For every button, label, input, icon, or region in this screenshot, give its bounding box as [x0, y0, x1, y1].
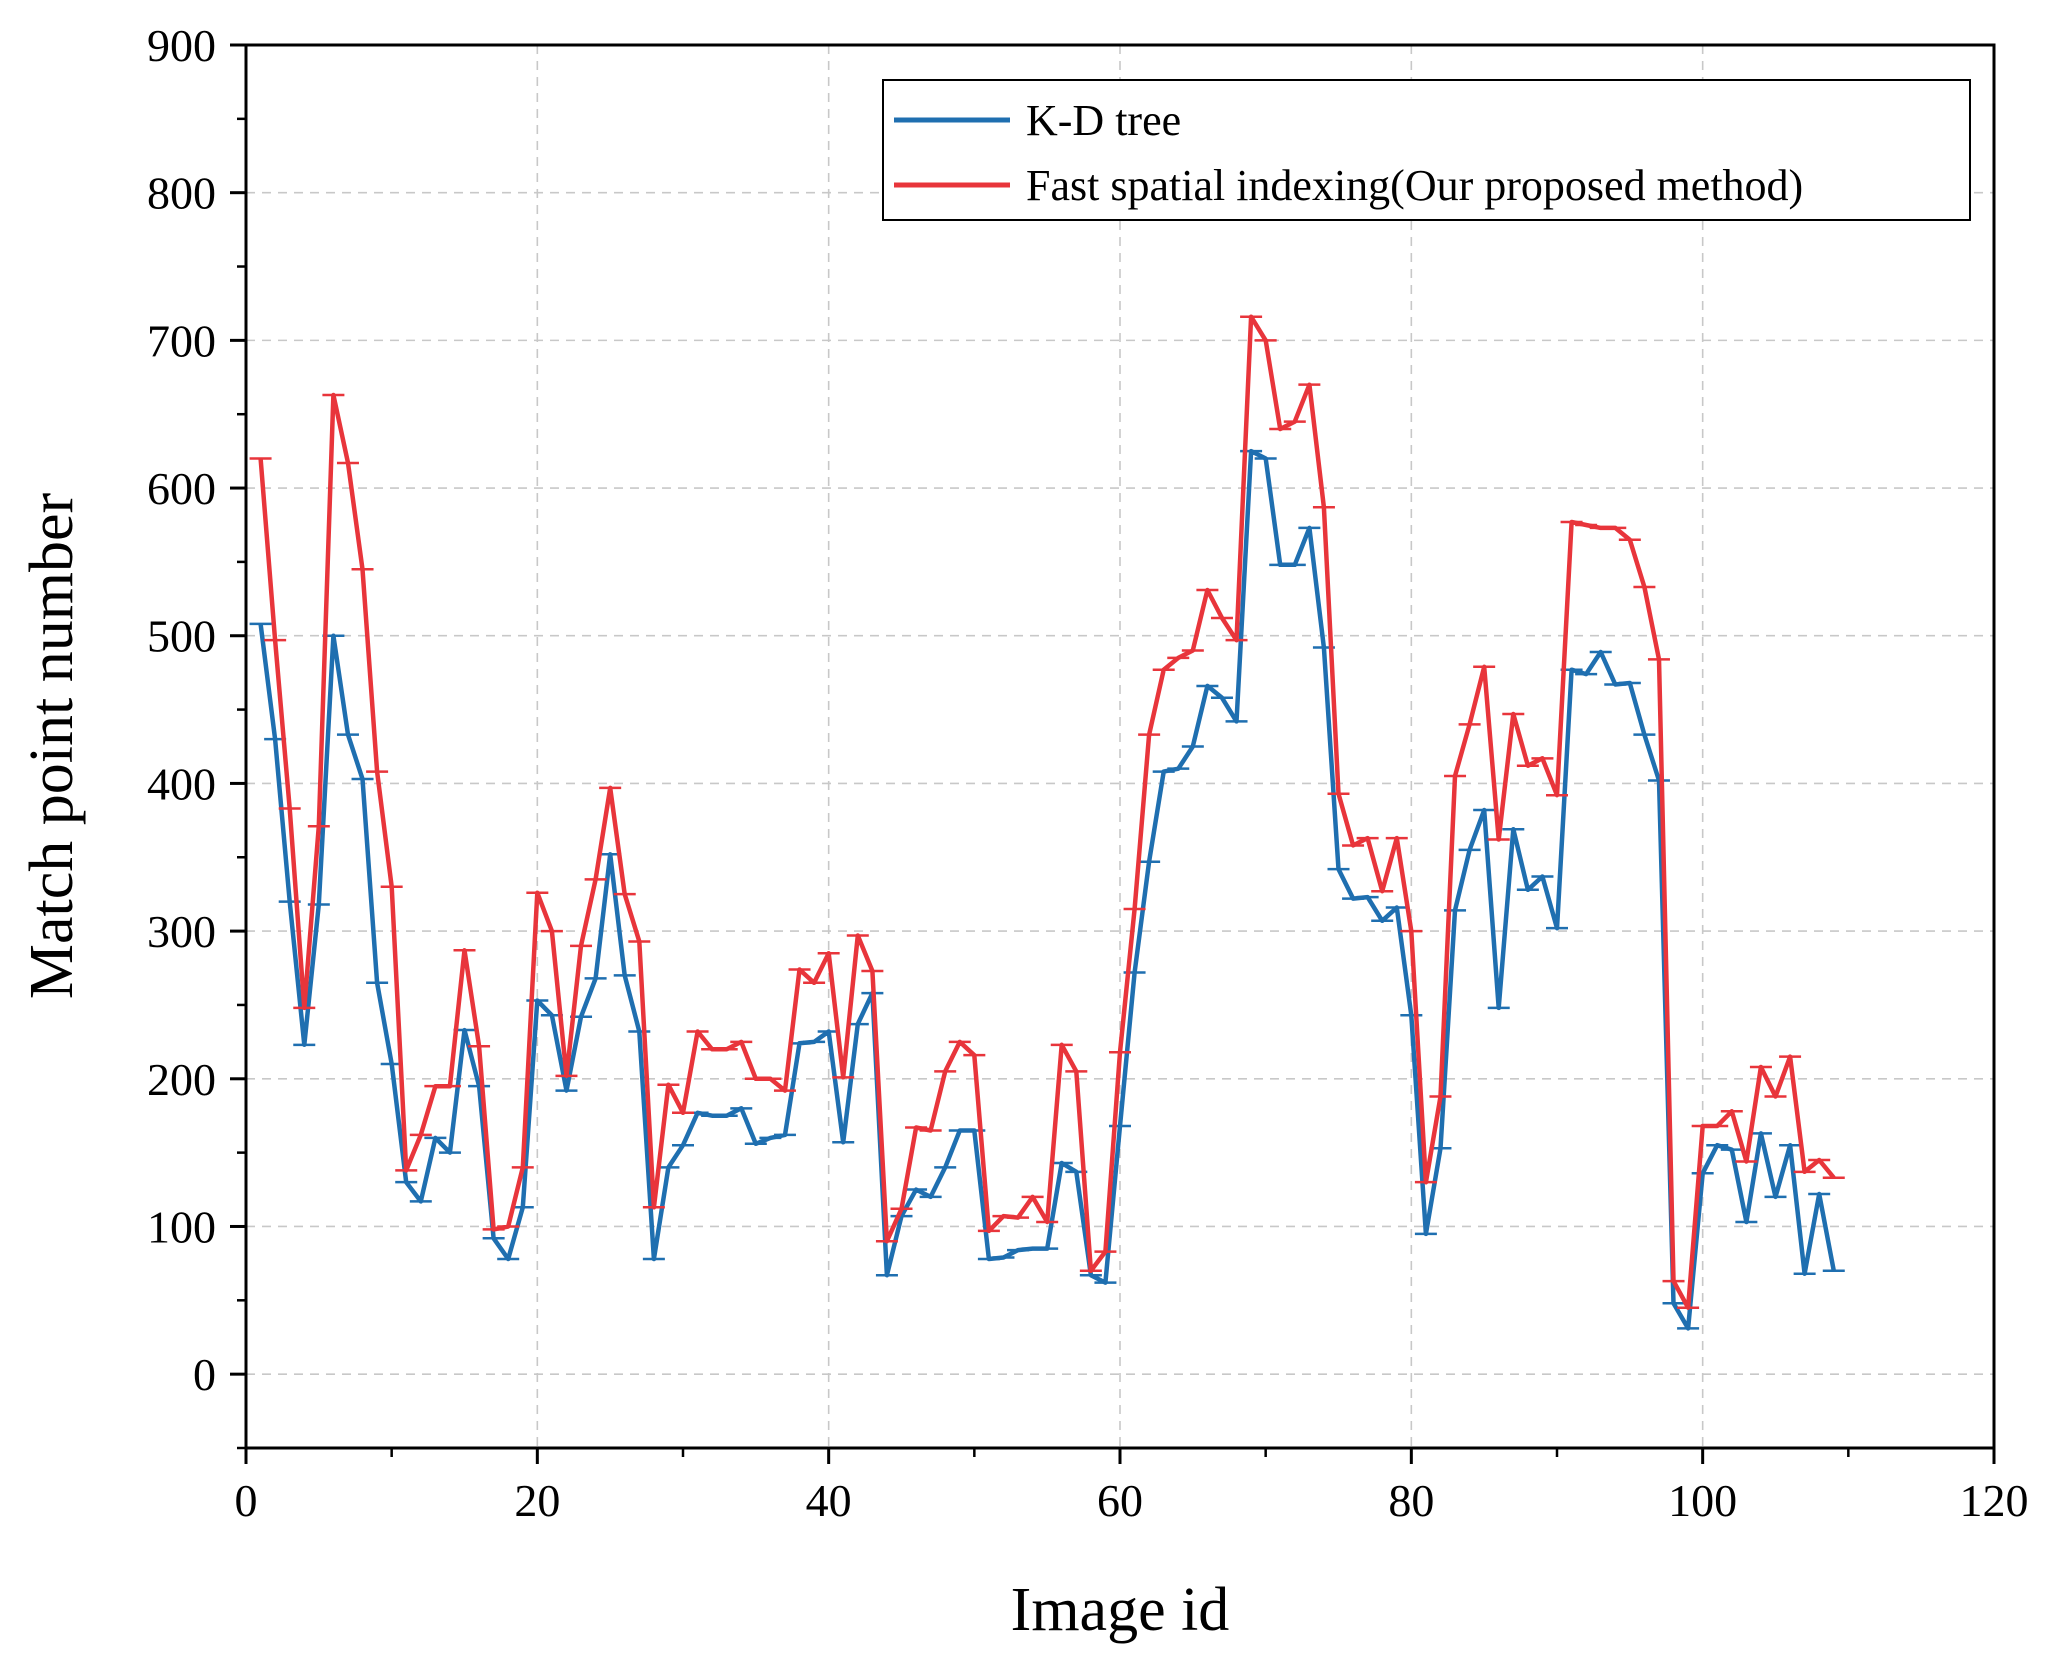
data-series [249, 314, 1845, 1331]
legend-label-fast-spatial-indexing: Fast spatial indexing(Our proposed metho… [1026, 161, 1803, 210]
x-tick-label: 40 [806, 1475, 852, 1526]
x-tick-label: 100 [1668, 1475, 1737, 1526]
x-tick-label: 60 [1097, 1475, 1143, 1526]
y-tick-label: 300 [147, 906, 216, 957]
y-tick-label: 400 [147, 758, 216, 809]
y-tick-label: 800 [147, 168, 216, 219]
series-1 [249, 314, 1845, 1310]
y-tick-label: 200 [147, 1054, 216, 1105]
x-tick-label: 120 [1960, 1475, 2029, 1526]
x-tick-label: 0 [235, 1475, 258, 1526]
y-tick-label: 0 [193, 1349, 216, 1400]
legend: K-D tree Fast spatial indexing(Our propo… [882, 79, 1971, 221]
y-tick-label: 500 [147, 611, 216, 662]
y-tick-label: 100 [147, 1201, 216, 1252]
y-tick-label: 600 [147, 463, 216, 514]
y-axis-title: Match point number [18, 493, 86, 1000]
y-tick-label: 900 [147, 20, 216, 71]
y-tick-label: 700 [147, 315, 216, 366]
grid-lines [246, 45, 1994, 1448]
x-tick-label: 20 [514, 1475, 560, 1526]
x-tick-label: 80 [1388, 1475, 1434, 1526]
legend-box [882, 79, 1971, 221]
x-axis-title: Image id [1011, 1576, 1230, 1644]
axes: 0 20 40 60 80 100 120 0 100 200 300 400 500 600 700 800… [147, 20, 2029, 1526]
legend-label-kd-tree: K-D tree [1026, 96, 1181, 145]
